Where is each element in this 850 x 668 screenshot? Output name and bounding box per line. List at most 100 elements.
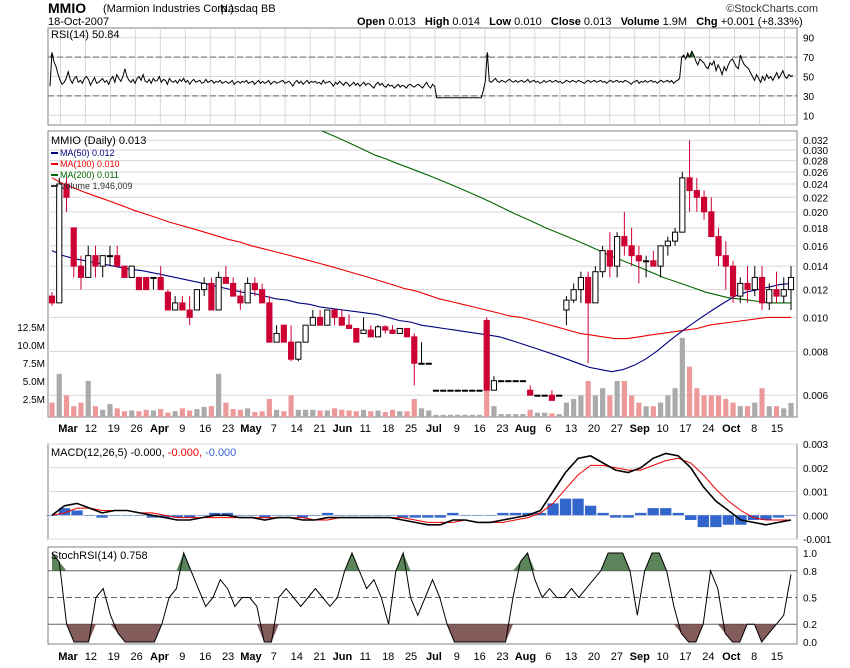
volume-bar: [404, 411, 410, 417]
stoch-date-label: May: [240, 651, 262, 663]
rsi-tick-label: 70: [803, 53, 815, 64]
macd-histogram-bar: [622, 515, 634, 518]
volume-bar: [505, 414, 512, 417]
volume-bar: [534, 412, 541, 417]
candle-body: [77, 265, 85, 278]
stoch-tick-label: 1.0: [803, 549, 817, 560]
volume-bar: [759, 388, 765, 417]
volume-bar: [556, 414, 562, 417]
date-axis: Mar 12 19 26 Apr 9 16 23 May 7 14 21 Jun 11 18 25 Jul 9 16…: [58, 423, 783, 663]
volume-bar: [368, 411, 374, 417]
volume-bar: [223, 402, 229, 417]
price-tick-label: 0.022: [803, 193, 828, 204]
volume-bar: [63, 395, 70, 417]
candle-body: [208, 282, 215, 311]
candle-body: [345, 324, 353, 329]
stoch-date-label: 16: [474, 651, 486, 663]
volume-bar: [607, 395, 613, 417]
volume-tick-label: 12.5M: [17, 323, 45, 334]
macd-histogram-bar: [184, 515, 196, 518]
macd-title-part: -0.000: [202, 447, 236, 459]
volume-bar: [129, 410, 135, 417]
volume-tick-label: 7.5M: [23, 359, 45, 370]
volume-bar: [469, 414, 475, 417]
volume-bar: [723, 399, 729, 417]
candle-body: [773, 289, 780, 297]
volume-bar: [288, 395, 294, 417]
macd-histogram-bar: [108, 515, 121, 516]
volume-bar: [614, 381, 620, 417]
candle-body: [527, 389, 534, 396]
stoch-date-label: 9: [454, 651, 460, 663]
price-date-label: 24: [702, 423, 714, 435]
price-date-label: 26: [130, 423, 142, 435]
candle-body: [164, 291, 172, 311]
volume-bar: [563, 402, 569, 417]
volume-bar: [194, 409, 200, 417]
candle-body: [780, 289, 787, 297]
macd-histogram-bar: [697, 515, 709, 528]
stoch-date-label: Sep: [630, 651, 650, 663]
macd-histogram-bar: [472, 515, 484, 516]
candle-body: [498, 380, 505, 383]
price-date-label: 19: [108, 423, 120, 435]
stoch-date-label: 21: [313, 651, 325, 663]
candle-body: [63, 183, 70, 198]
price-date-label: 8: [751, 423, 757, 435]
candle-body: [302, 324, 309, 343]
volume-bar: [187, 410, 193, 417]
stoch-date-label: 24: [702, 651, 714, 663]
candle-body: [128, 265, 135, 278]
volume-bar: [672, 388, 678, 417]
stoch-date-label: 23: [222, 651, 234, 663]
stoch-date-label: 13: [565, 651, 577, 663]
candle-body: [389, 329, 396, 334]
stoch-date-label: 10: [657, 651, 669, 663]
macd-histogram-bar: [359, 515, 371, 516]
volume-bar: [158, 409, 164, 417]
candle-body: [374, 326, 382, 338]
candle-body: [382, 326, 389, 331]
stoch-date-label: 25: [405, 651, 417, 663]
stoch-date-label: 15: [771, 651, 783, 663]
price-date-label: 15: [771, 423, 783, 435]
candle-body: [635, 255, 642, 262]
change-value: +0.001 (+8.33%): [720, 16, 803, 28]
candle-body: [490, 380, 498, 391]
candle-body: [106, 255, 114, 258]
price-title: MMIO (Daily) 0.013: [51, 135, 146, 147]
price-tick-label: 0.012: [803, 286, 828, 297]
volume-tick-label: 10.0M: [17, 341, 45, 352]
macd-histogram-bar: [647, 508, 659, 516]
rsi-tick-label: 30: [803, 92, 815, 103]
price-date-label: 11: [360, 423, 371, 435]
candle-body: [266, 302, 273, 343]
candle-body: [643, 260, 650, 263]
candle-body: [766, 289, 773, 304]
candle-body: [280, 324, 287, 343]
price-panel: 0.006 0.008 0.010 0.012 0.014 0.016 0.018 0.020…: [17, 130, 828, 418]
volume-bar: [346, 410, 352, 417]
candle-body: [679, 177, 686, 233]
volume-bar: [520, 414, 526, 417]
macd-histogram-bar: [397, 515, 409, 518]
legend-label: MA(50) 0.012: [60, 148, 115, 158]
ticker-symbol: MMIO: [48, 0, 87, 16]
macd-histogram-bar: [685, 515, 697, 520]
volume-bar: [658, 402, 664, 417]
volume-bar: [114, 408, 120, 417]
price-date-label: Apr: [150, 423, 170, 435]
macd-title-part: -0.000,: [127, 447, 164, 459]
price-date-label: 27: [611, 423, 623, 435]
macd-histogram-bar: [459, 515, 471, 516]
macd-histogram-bar: [447, 512, 459, 516]
stoch-date-label: 7: [271, 651, 277, 663]
macd-histogram-bar: [46, 515, 58, 516]
macd-histogram-bar: [284, 515, 296, 516]
candle-body: [201, 282, 208, 291]
macd-tick-label: 0.000: [803, 511, 828, 522]
candle-body: [440, 389, 447, 392]
macd-histogram-bar: [572, 498, 584, 516]
macd-histogram-bar: [234, 515, 246, 516]
candle-body: [186, 309, 193, 318]
